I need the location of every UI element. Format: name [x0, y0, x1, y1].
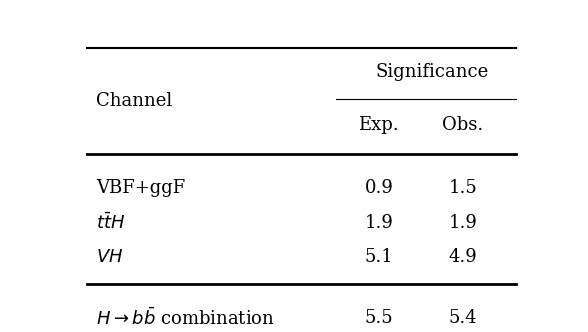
Text: 5.5: 5.5 [365, 309, 393, 327]
Text: Exp.: Exp. [359, 117, 399, 134]
Text: $H \rightarrow b\bar{b}$ combination: $H \rightarrow b\bar{b}$ combination [96, 308, 275, 329]
Text: 1.9: 1.9 [365, 213, 393, 232]
Text: $VH$: $VH$ [96, 248, 123, 266]
Text: 0.9: 0.9 [365, 179, 393, 197]
Text: 5.1: 5.1 [365, 248, 393, 266]
Text: VBF+ggF: VBF+ggF [96, 179, 186, 197]
Text: 1.5: 1.5 [449, 179, 477, 197]
Text: 4.9: 4.9 [449, 248, 477, 266]
Text: 5.4: 5.4 [449, 309, 477, 327]
Text: $t\bar{t}H$: $t\bar{t}H$ [96, 212, 125, 233]
Text: Significance: Significance [376, 63, 489, 81]
Text: Channel: Channel [96, 92, 172, 110]
Text: Obs.: Obs. [443, 117, 484, 134]
Text: 1.9: 1.9 [449, 213, 477, 232]
